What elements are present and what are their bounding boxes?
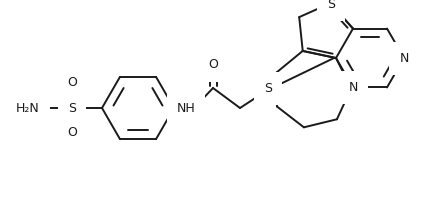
Text: S: S	[68, 102, 76, 115]
Text: O: O	[208, 59, 218, 71]
Text: N: N	[399, 51, 408, 65]
Text: S: S	[264, 82, 272, 94]
Text: S: S	[327, 0, 335, 11]
Text: O: O	[67, 126, 77, 139]
Text: N: N	[348, 81, 358, 94]
Text: H₂N: H₂N	[16, 102, 40, 115]
Text: O: O	[67, 76, 77, 89]
Text: NH: NH	[177, 102, 195, 115]
